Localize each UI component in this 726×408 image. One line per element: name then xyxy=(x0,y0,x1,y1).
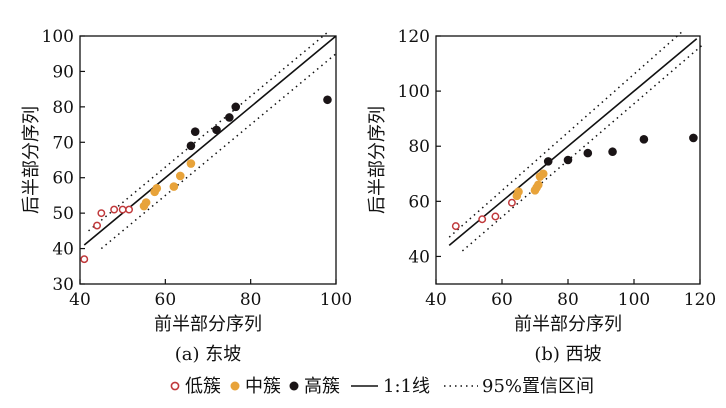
confidence-interval-line xyxy=(461,43,704,252)
point-mid-cluster xyxy=(141,198,151,207)
x-tick-label: 120 xyxy=(684,290,716,310)
y-tick-label: 30 xyxy=(52,275,74,295)
legend-marker-low-cluster xyxy=(170,381,180,391)
identity-line xyxy=(448,38,698,247)
point-mid-cluster xyxy=(186,159,196,168)
x-tick-label: 100 xyxy=(618,290,650,310)
confidence-interval-line xyxy=(448,29,684,238)
y-tick-label: 60 xyxy=(408,192,430,212)
point-high-cluster xyxy=(583,148,593,158)
x-tick-label: 40 xyxy=(69,290,91,310)
point-low-cluster xyxy=(125,205,134,214)
point-high-cluster xyxy=(639,135,649,144)
y-tick-label: 40 xyxy=(52,240,74,260)
y-axis-title: 后半部分序列 xyxy=(367,106,388,214)
point-high-cluster xyxy=(225,113,234,122)
legend-label-high-cluster: 高簇 xyxy=(304,376,340,397)
x-tick-label: 60 xyxy=(155,290,177,310)
y-tick-label: 80 xyxy=(408,137,430,157)
y-tick-label: 40 xyxy=(408,247,430,267)
y-tick-label: 50 xyxy=(52,204,74,224)
point-high-cluster xyxy=(323,95,332,105)
point-mid-cluster xyxy=(538,169,548,179)
point-low-cluster xyxy=(80,255,89,264)
point-mid-cluster xyxy=(152,184,162,193)
y-axis-title: 后半部分序列 xyxy=(21,106,42,214)
chart-panel-west-slope: 40 60 80 100 120 40 60 80 100 120 前半部分序列 后半部分序列 (b) … xyxy=(367,27,716,365)
x-axis-title: 前半部分序列 xyxy=(514,314,622,335)
x-tick-label: 80 xyxy=(557,290,579,310)
x-tick-label: 80 xyxy=(240,290,262,310)
y-tick-label: 70 xyxy=(52,133,74,153)
x-tick-label: 40 xyxy=(425,290,447,310)
point-high-cluster xyxy=(608,147,617,157)
point-mid-cluster xyxy=(175,171,185,181)
point-low-cluster xyxy=(507,198,516,207)
x-axis-title: 前半部分序列 xyxy=(154,314,262,335)
y-tick-label: 120 xyxy=(398,27,430,47)
point-low-cluster xyxy=(110,205,119,214)
legend-label-low-cluster: 低簇 xyxy=(185,376,221,397)
point-mid-cluster xyxy=(169,182,179,191)
point-high-cluster xyxy=(212,125,221,135)
legend-label-mid-cluster: 中簇 xyxy=(245,376,281,397)
y-tick-label: 100 xyxy=(398,82,430,102)
point-high-cluster xyxy=(190,127,200,136)
point-low-cluster xyxy=(97,209,106,218)
chart-panel-east-slope: 40 60 80 10030405060708090100前半部分序列后半部分序列(a… xyxy=(21,27,352,365)
legend-label-confidence-interval: 95%置信区间 xyxy=(482,376,594,397)
y-tick-label: 80 xyxy=(52,98,74,118)
confidence-interval-line xyxy=(100,53,337,250)
panel-caption: (a) 东坡 xyxy=(175,344,242,365)
x-tick-label: 60 xyxy=(491,290,513,310)
point-mid-cluster xyxy=(514,187,523,196)
legend-marker-mid-cluster xyxy=(230,381,240,391)
point-high-cluster xyxy=(231,102,241,112)
x-tick-label: 100 xyxy=(320,290,352,310)
point-low-cluster xyxy=(93,221,102,230)
identity-line xyxy=(83,35,337,246)
plot-frame xyxy=(79,35,337,285)
point-high-cluster xyxy=(186,141,196,151)
point-low-cluster xyxy=(491,212,500,221)
point-high-cluster xyxy=(689,133,698,143)
legend: 低簇 中簇 高簇 1:1线 95%置信区间 xyxy=(170,376,594,397)
y-tick-label: 100 xyxy=(42,27,74,47)
point-mid-cluster xyxy=(534,180,543,190)
point-low-cluster xyxy=(451,222,460,231)
y-tick-label: 90 xyxy=(52,62,74,82)
panel-caption: (b) 西坡 xyxy=(534,344,601,365)
point-high-cluster xyxy=(563,155,573,165)
legend-label-identity-line: 1:1线 xyxy=(383,376,430,397)
point-high-cluster xyxy=(543,157,553,166)
confidence-interval-line xyxy=(88,31,328,232)
legend-marker-high-cluster xyxy=(289,381,299,391)
point-low-cluster xyxy=(118,205,127,214)
y-tick-label: 60 xyxy=(52,169,74,189)
point-low-cluster xyxy=(478,215,487,224)
